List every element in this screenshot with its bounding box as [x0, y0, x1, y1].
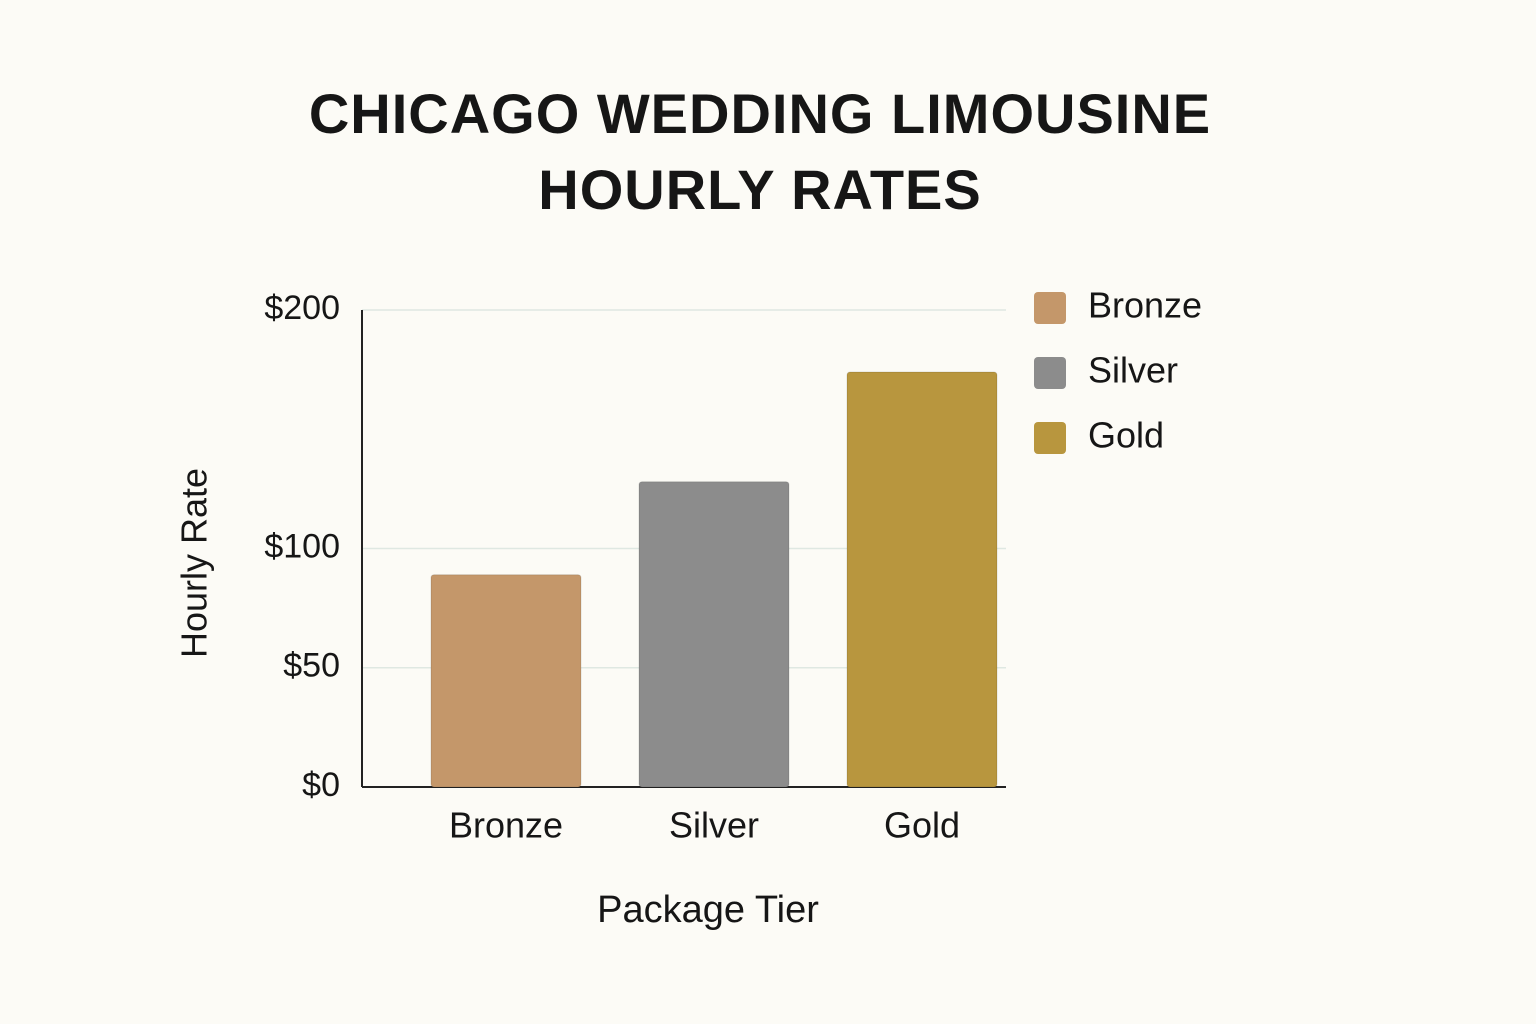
y-axis-label: Hourly Rate — [174, 468, 215, 658]
chart-title: CHICAGO WEDDING LIMOUSINE HOURLY RATES — [308, 82, 1212, 221]
legend-swatch — [1034, 292, 1066, 324]
bar — [638, 481, 790, 788]
x-axis-label: Package Tier — [597, 889, 819, 931]
legend-swatch — [1034, 357, 1066, 389]
x-tick-label: Gold — [884, 805, 960, 846]
y-tick-label: $0 — [302, 766, 340, 804]
y-tick-label: $200 — [264, 289, 340, 327]
x-tick-label: Silver — [669, 805, 759, 846]
x-tick-label: Bronze — [449, 805, 563, 846]
bar — [430, 574, 582, 788]
y-tick-label: $100 — [264, 527, 340, 565]
legend-label: Silver — [1088, 350, 1178, 391]
legend-label: Bronze — [1088, 285, 1202, 326]
legend-swatch — [1034, 422, 1066, 454]
legend-label: Gold — [1088, 415, 1164, 456]
y-tick-label: $50 — [283, 647, 340, 685]
bar — [846, 371, 998, 788]
